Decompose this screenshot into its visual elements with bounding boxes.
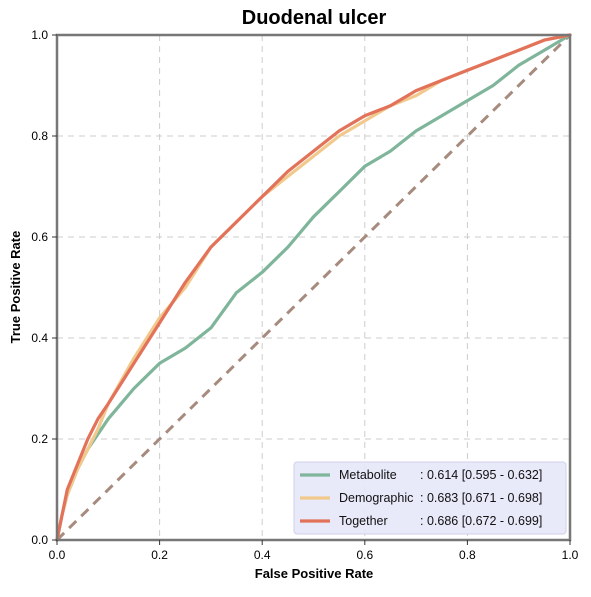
x-tick-label: 0.2 bbox=[151, 548, 168, 562]
legend-label-demographic: Demographic bbox=[339, 491, 413, 505]
y-tick-label: 0.4 bbox=[31, 331, 48, 345]
legend-auc-together: : 0.686 [0.672 - 0.699] bbox=[420, 514, 542, 528]
chance-line-layer bbox=[55, 33, 572, 542]
series-line-together bbox=[55, 33, 572, 542]
x-tick-label: 1.0 bbox=[562, 548, 579, 562]
y-tick-label: 0.0 bbox=[31, 533, 48, 547]
x-axis-label: False Positive Rate bbox=[255, 566, 374, 581]
x-axis-ticks: 0.0 0.2 0.4 0.6 0.8 1.0 bbox=[49, 540, 579, 562]
y-tick-label: 1.0 bbox=[31, 28, 48, 42]
plot-frame bbox=[55, 33, 572, 542]
legend-label-together: Together bbox=[339, 514, 388, 528]
chance-line bbox=[55, 33, 572, 542]
x-tick-label: 0.8 bbox=[459, 548, 476, 562]
y-tick-label: 0.2 bbox=[31, 432, 48, 446]
y-tick-label: 0.6 bbox=[31, 230, 48, 244]
y-axis-ticks: 0.0 0.2 0.4 0.6 0.8 1.0 bbox=[31, 28, 57, 547]
legend-auc-metabolite: : 0.614 [0.595 - 0.632] bbox=[420, 468, 542, 482]
chart-title: Duodenal ulcer bbox=[242, 7, 387, 29]
y-axis-label: True Positive Rate bbox=[8, 231, 23, 344]
legend-auc-demographic: : 0.683 [0.671 - 0.698] bbox=[420, 491, 542, 505]
legend-box bbox=[293, 461, 567, 535]
legend: Metabolite : 0.614 [0.595 - 0.632] Demogra… bbox=[293, 461, 567, 535]
legend-label-metabolite: Metabolite bbox=[339, 468, 397, 482]
y-tick-label: 0.8 bbox=[31, 129, 48, 143]
grid-lines bbox=[57, 35, 570, 540]
series-layer bbox=[55, 33, 572, 542]
x-tick-label: 0.4 bbox=[254, 548, 271, 562]
x-tick-label: 0.0 bbox=[49, 548, 66, 562]
legend-entries: Metabolite : 0.614 [0.595 - 0.632] Demogra… bbox=[300, 468, 542, 528]
x-tick-label: 0.6 bbox=[356, 548, 373, 562]
